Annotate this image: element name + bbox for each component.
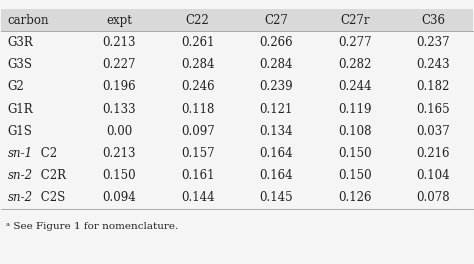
Text: C22: C22 [186,14,210,27]
Text: 0.277: 0.277 [338,36,372,49]
Text: 0.144: 0.144 [181,191,215,204]
Text: 0.196: 0.196 [102,81,136,93]
Text: 0.161: 0.161 [181,169,214,182]
Text: 0.246: 0.246 [181,81,215,93]
Text: 0.121: 0.121 [260,103,293,116]
Text: 0.150: 0.150 [338,147,372,160]
Text: C27: C27 [264,14,288,27]
FancyBboxPatch shape [1,120,473,143]
FancyBboxPatch shape [1,9,473,31]
FancyBboxPatch shape [1,143,473,165]
Text: 0.164: 0.164 [259,147,293,160]
Text: G1R: G1R [8,103,33,116]
Text: 0.261: 0.261 [181,36,214,49]
Text: 0.118: 0.118 [181,103,214,116]
Text: 0.150: 0.150 [102,169,136,182]
Text: sn-2: sn-2 [8,191,33,204]
Text: 0.097: 0.097 [181,125,215,138]
Text: G3S: G3S [8,58,33,71]
Text: ᵃ See Figure 1 for nomenclature.: ᵃ See Figure 1 for nomenclature. [6,222,178,231]
Text: 0.237: 0.237 [417,36,450,49]
Text: 0.133: 0.133 [102,103,136,116]
Text: G1S: G1S [8,125,33,138]
Text: 0.119: 0.119 [338,103,372,116]
Text: sn-2: sn-2 [8,169,33,182]
Text: sn-1: sn-1 [8,147,33,160]
Text: 0.243: 0.243 [417,58,450,71]
FancyBboxPatch shape [1,187,473,209]
Text: 0.284: 0.284 [181,58,214,71]
Text: 0.216: 0.216 [417,147,450,160]
Text: 0.108: 0.108 [338,125,372,138]
Text: 0.134: 0.134 [259,125,293,138]
Text: 0.104: 0.104 [417,169,450,182]
Text: 0.227: 0.227 [102,58,136,71]
Text: 0.165: 0.165 [417,103,450,116]
Text: 0.213: 0.213 [102,147,136,160]
Text: 0.284: 0.284 [260,58,293,71]
Text: C2S: C2S [37,191,65,204]
Text: 0.244: 0.244 [338,81,372,93]
Text: 0.282: 0.282 [338,58,372,71]
Text: 0.00: 0.00 [106,125,132,138]
FancyBboxPatch shape [1,98,473,120]
Text: 0.078: 0.078 [417,191,450,204]
Text: expt: expt [106,14,132,27]
Text: 0.213: 0.213 [102,36,136,49]
Text: 0.182: 0.182 [417,81,450,93]
Text: C2R: C2R [37,169,66,182]
Text: G2: G2 [8,81,25,93]
FancyBboxPatch shape [1,76,473,98]
Text: 0.157: 0.157 [181,147,215,160]
Text: 0.150: 0.150 [338,169,372,182]
Text: C36: C36 [421,14,446,27]
Text: 0.164: 0.164 [259,169,293,182]
FancyBboxPatch shape [1,54,473,76]
Text: 0.239: 0.239 [259,81,293,93]
Text: 0.037: 0.037 [417,125,450,138]
Text: G3R: G3R [8,36,34,49]
Text: carbon: carbon [8,14,49,27]
Text: 0.126: 0.126 [338,191,372,204]
FancyBboxPatch shape [1,165,473,187]
Text: 0.094: 0.094 [102,191,136,204]
FancyBboxPatch shape [1,31,473,54]
Text: C27r: C27r [340,14,370,27]
Text: 0.145: 0.145 [259,191,293,204]
Text: 0.266: 0.266 [259,36,293,49]
Text: C2: C2 [37,147,57,160]
